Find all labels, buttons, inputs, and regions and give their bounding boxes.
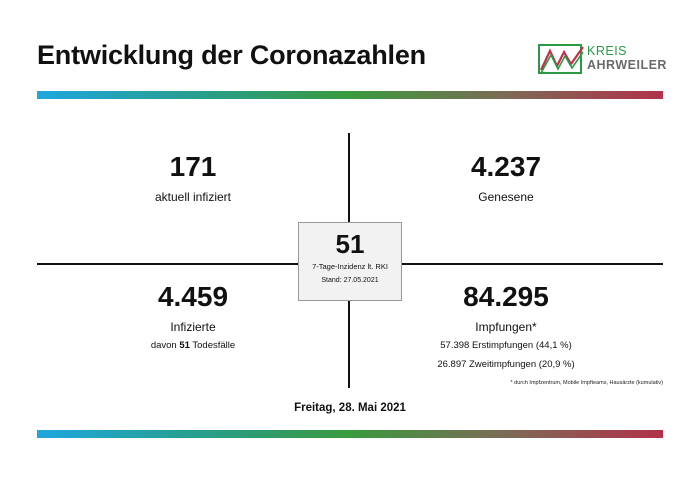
deaths-line: davon 51 Todesfälle	[43, 340, 343, 351]
second-vaccinations: 26.897 Zweitimpfungen (20,9 %)	[437, 359, 575, 370]
kreis-ahrweiler-logo: KREIS AHRWEILER	[537, 42, 666, 76]
top-gradient-bar	[37, 91, 663, 99]
vaccinations-label: Impfungen*	[475, 320, 537, 334]
active-value: 171	[169, 151, 217, 182]
deaths-suffix: Todesfälle	[192, 340, 236, 351]
deaths-value: 51	[179, 340, 190, 351]
incidence-stand: Stand: 27.05.2021	[321, 277, 379, 284]
incidence-box: 51 7-Tage-Inzidenz lt. RKI Stand: 27.05.…	[298, 222, 402, 301]
recovered-value: 4.237	[470, 151, 542, 182]
page-title: Entwicklung der Coronazahlen	[37, 40, 426, 70]
footnote: * durch Impfzentrum, Mobile Impfteams, H…	[510, 380, 663, 386]
logo-text-kreis: KREIS	[587, 44, 628, 58]
stat-active: 171 aktuell infiziert	[43, 150, 343, 204]
stat-infected: 4.459 Infizierte davon 51 Todesfälle	[43, 280, 343, 351]
infected-label: Infizierte	[170, 320, 216, 334]
active-label: aktuell infiziert	[154, 190, 232, 204]
stat-vaccinations: 84.295 Impfungen* 57.398 Erstimpfungen (…	[356, 280, 656, 370]
first-vaccinations: 57.398 Erstimpfungen (44,1 %)	[440, 340, 572, 351]
bottom-gradient-bar	[37, 430, 663, 438]
vaccinations-value: 84.295	[463, 281, 549, 312]
infected-value: 4.459	[157, 281, 229, 312]
report-date: Freitag, 28. Mai 2021	[294, 402, 406, 414]
incidence-label: 7-Tage-Inzidenz lt. RKI	[312, 262, 388, 271]
recovered-label: Genesene	[478, 190, 534, 204]
logo-mark-icon	[538, 44, 584, 74]
incidence-value: 51	[335, 229, 365, 259]
stat-recovered: 4.237 Genesene	[356, 150, 656, 204]
logo-text-ahrweiler: AHRWEILER	[587, 58, 667, 72]
deaths-prefix: davon	[150, 340, 177, 351]
